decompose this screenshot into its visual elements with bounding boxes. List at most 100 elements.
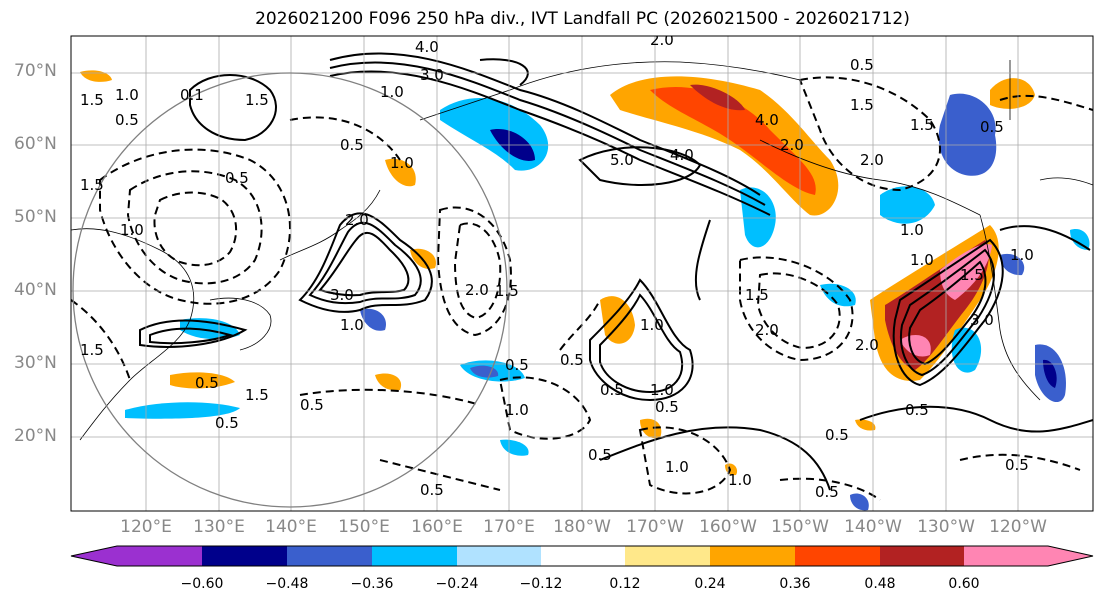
lat-label: 20°N [14,426,57,446]
colorbar-swatch [117,546,202,566]
colorbar-tick-label: 0.36 [779,576,811,592]
contour-label: 0.5 [340,136,364,154]
range-circle [72,72,508,508]
contour-label: 1.0 [900,221,924,239]
contour-label: 4.0 [755,111,779,129]
lon-label: 170°E [483,517,535,537]
contour-label: 4.0 [415,38,439,56]
colorbar-tick-label: −0.48 [265,576,309,592]
colorbar-swatch [625,546,710,566]
lon-label: 120°E [120,517,172,537]
map-frame [70,35,1094,512]
colorbar-tick-label: −0.60 [180,576,224,592]
contour-label: 0.5 [815,483,839,501]
contour-label: 0.5 [195,374,219,392]
contour-label: 0.5 [505,356,529,374]
lon-label: 130°E [193,517,245,537]
coastlines [71,60,1093,441]
colorbar-outline [70,545,1094,567]
colorbar-tick-label: 0.24 [694,576,726,592]
colorbar-tick-label: 0.48 [864,576,896,592]
colorbar-extend-low [71,546,117,566]
colorbar-swatch [795,546,880,566]
lon-label: 160°W [699,517,757,537]
lon-label: 180°W [553,517,611,537]
contour-label: 1.0 [115,86,139,104]
contour-label: 3.0 [420,66,444,84]
lat-label: 40°N [14,280,57,300]
contour-labels: 4.0 3.0 1.0 2.0 0.5 1.5 0.1 0.5 1.0 5.0 … [80,31,1034,501]
lon-label: 120°W [989,517,1047,537]
lon-label: 150°E [338,517,390,537]
contour-label: 2.0 [860,151,884,169]
contour-label: 0.1 [180,86,204,104]
contour-label: 2.0 [345,211,369,229]
contour-label: 1.0 [340,316,364,334]
contour-label: 0.5 [300,396,324,414]
contour-label: 1.5 [245,386,269,404]
grid-lines [71,36,1093,511]
colorbar-tick-label: −0.12 [519,576,563,592]
lon-label: 130°W [917,517,975,537]
contour-label: 2.0 [650,31,674,49]
contour-label: 1.5 [80,341,104,359]
lon-label: 140°W [844,517,902,537]
lon-label: 160°E [411,517,463,537]
contour-label: 0.5 [905,401,929,419]
colorbar-extend-high [1048,546,1093,566]
contour-label: 1.0 [728,471,752,489]
contour-label: 2.0 [755,321,779,339]
map-title: 2026021200 F096 250 hPa div., IVT Landfa… [255,9,910,29]
contour-label: 1.0 [910,251,934,269]
contour-label: 1.0 [650,381,674,399]
contour-label: 4.0 [670,146,694,164]
lon-label: 150°W [771,517,829,537]
contour-label: 0.5 [420,481,444,499]
colorbar-swatch [964,546,1048,566]
contour-label: 1.0 [505,401,529,419]
contour-label: 1.5 [850,96,874,114]
colorbar-swatch [457,546,541,566]
contour-label: 0.5 [560,351,584,369]
lat-label: 50°N [14,207,57,227]
colorbar-swatch [541,546,625,566]
map-layers: 4.0 3.0 1.0 2.0 0.5 1.5 0.1 0.5 1.0 5.0 … [71,31,1093,511]
contour-label: 5.0 [610,151,634,169]
contour-label: 1.5 [910,116,934,134]
colorbar-swatch [287,546,372,566]
contour-label: 0.5 [1005,456,1029,474]
contour-label: 2.0 [855,336,879,354]
contour-label: 1.0 [665,458,689,476]
contour-label: 1.5 [495,282,519,300]
contour-label: 1.0 [120,221,144,239]
contour-label: 0.5 [115,111,139,129]
contour-label: 1.5 [80,91,104,109]
colorbar-tick-label: −0.24 [435,576,479,592]
colorbar-tick-label: 0.12 [609,576,641,592]
contour-label: 0.5 [655,398,679,416]
lat-label: 60°N [14,134,57,154]
colorbar-tick-label: 0.60 [948,576,980,592]
contour-label: 1.5 [745,286,769,304]
colorbar-swatch [202,546,287,566]
contour-label: 0.5 [980,118,1004,136]
colorbar-swatch [880,546,964,566]
contour-label: 0.5 [588,446,612,464]
contour-label: 1.0 [380,83,404,101]
positive-contours [139,52,1093,491]
contour-label: 0.5 [215,414,239,432]
lon-label: 170°W [626,517,684,537]
contour-label: 0.5 [850,56,874,74]
contour-label: 1.5 [245,91,269,109]
contour-label: 1.0 [1010,246,1034,264]
contour-label: 1.5 [960,266,984,284]
colorbar-swatch [372,546,457,566]
contour-label: 1.0 [390,154,414,172]
contour-label: 0.5 [600,381,624,399]
contour-label: 3.0 [330,286,354,304]
lat-label: 70°N [14,61,57,81]
contour-label: 3.0 [970,311,994,329]
colorbar-swatch [710,546,795,566]
